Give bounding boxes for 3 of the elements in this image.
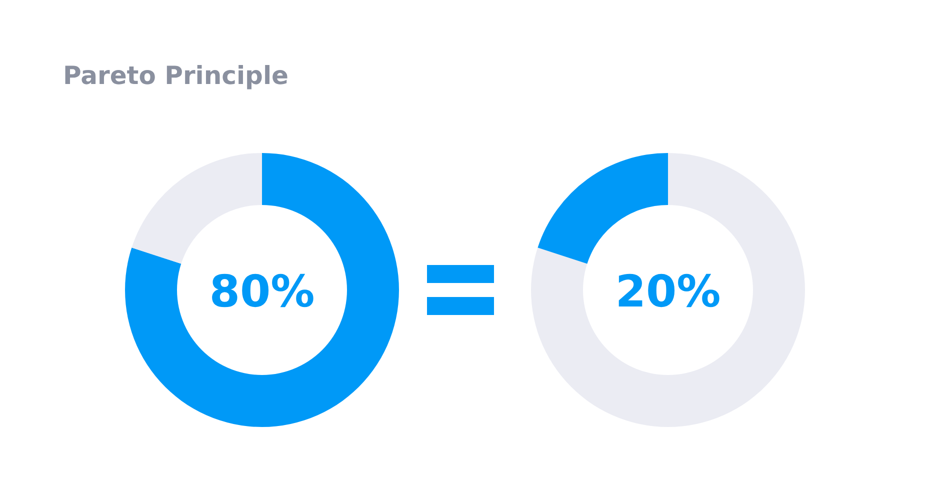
text: 20% bbox=[615, 266, 721, 318]
text: 80% bbox=[209, 266, 315, 318]
chart-title: Pareto Principle bbox=[63, 61, 288, 90]
